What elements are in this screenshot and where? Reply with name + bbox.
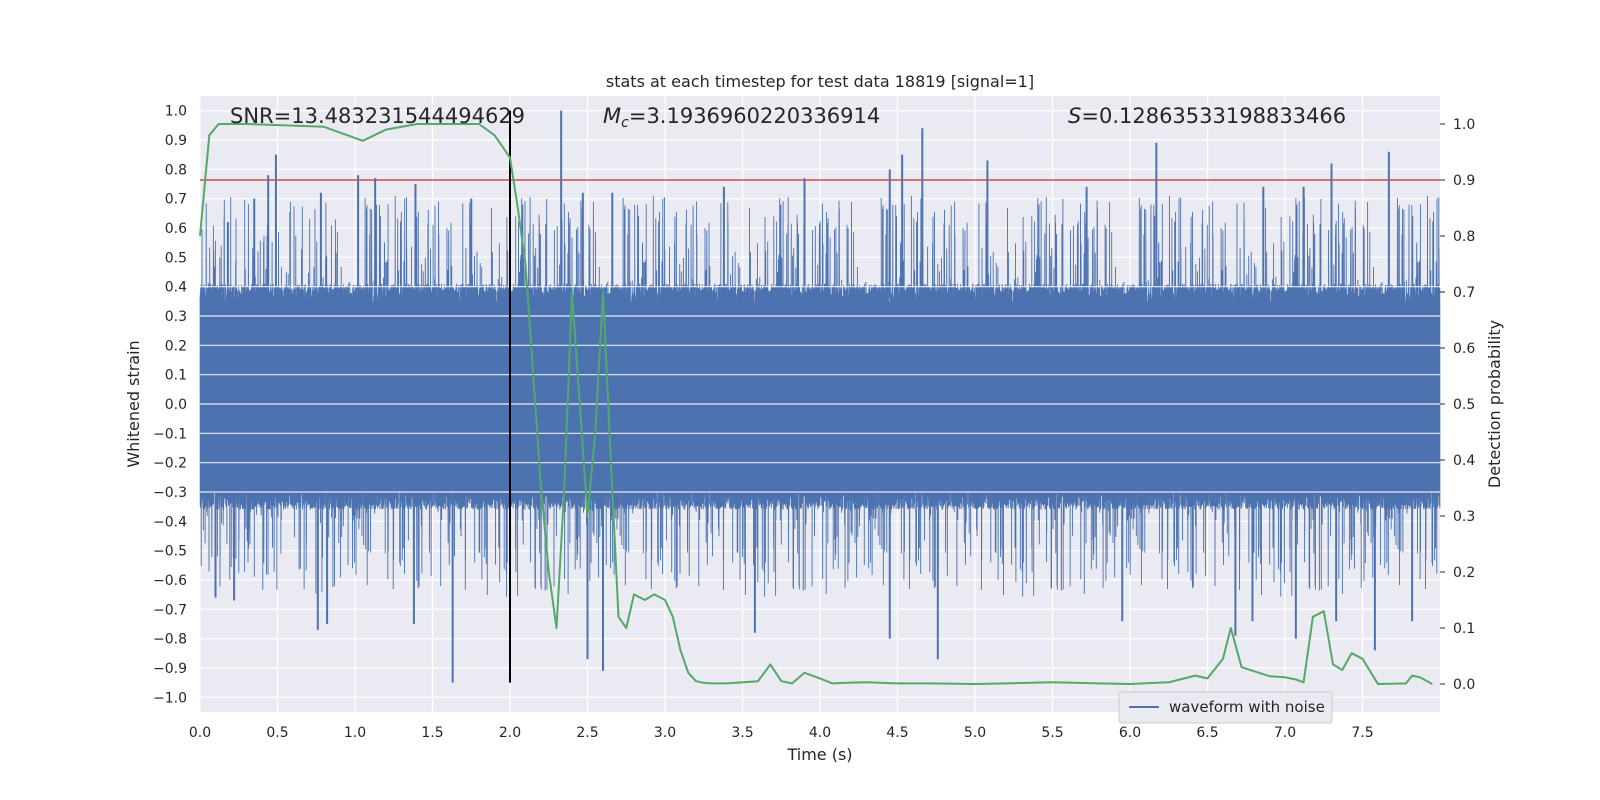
x-tick-label: 5.5	[1041, 725, 1063, 741]
y-tick-label: 1.0	[165, 104, 187, 120]
y2-tick-label: 0.1	[1453, 621, 1475, 637]
y-tick-label: −0.8	[153, 632, 187, 648]
x-tick-label: 7.0	[1274, 725, 1296, 741]
y-tick-label: 0.2	[165, 338, 187, 354]
y-tick-label: 0.3	[165, 309, 187, 325]
detection-probability-series	[199, 123, 1433, 685]
tick-labels: 0.0 0.5 1.0 1.5 2.0 2.5 3.0 3.5 4.0 4.5 5.0 5.5 6.0 6…	[153, 104, 1475, 741]
y-tick-label: −0.4	[153, 514, 187, 530]
legend-label-waveform: waveform with noise	[1169, 698, 1325, 716]
y-tick-label: 0.0	[165, 397, 187, 413]
y-tick-label: −0.1	[153, 426, 187, 442]
x-tick-label: 2.5	[576, 725, 598, 741]
y2-tick-label: 0.0	[1453, 677, 1475, 693]
x-tick-label: 7.5	[1351, 725, 1373, 741]
legend-box	[1118, 691, 1333, 724]
x-tick-label: 6.5	[1196, 725, 1218, 741]
y2-tick-label: 0.3	[1453, 509, 1475, 525]
y-tick-label: 0.5	[165, 250, 187, 266]
snr-annotation: SNR=13.483231544494629	[230, 104, 525, 128]
y-tick-label: 0.7	[165, 192, 187, 208]
y2-tick-label: 0.6	[1453, 341, 1475, 357]
detection-probability-line	[199, 123, 1433, 685]
waveform-series	[199, 110, 1441, 683]
s-annotation: S=0.12863533198833466	[1068, 104, 1346, 128]
x-tick-label: 6.0	[1119, 725, 1141, 741]
x-tick-label: 4.0	[809, 725, 831, 741]
x-tick-label: 3.0	[654, 725, 676, 741]
y-tick-label: −0.6	[153, 573, 187, 589]
y-tick-label: −0.2	[153, 456, 187, 472]
x-tick-label: 1.5	[421, 725, 443, 741]
legend: waveform with noise	[1118, 691, 1333, 724]
waveform-band	[200, 301, 1440, 492]
y2-tick-label: 0.9	[1453, 173, 1475, 189]
y-axis-label: Whitened strain	[124, 340, 143, 467]
y2-axis-label: Detection probability	[1485, 320, 1504, 488]
x-tick-label: 1.0	[344, 725, 366, 741]
y2-tick-label: 0.2	[1453, 565, 1475, 581]
x-tick-label: 4.5	[886, 725, 908, 741]
y2-tick-label: 0.4	[1453, 453, 1475, 469]
x-tick-label: 0.0	[189, 725, 211, 741]
y-tick-label: 0.8	[165, 162, 187, 178]
y2-tick-label: 0.8	[1453, 229, 1475, 245]
x-tick-label: 0.5	[266, 725, 288, 741]
y2-tick-label: 1.0	[1453, 117, 1475, 133]
chart-title: stats at each timestep for test data 188…	[606, 72, 1034, 91]
chirp-mass-annotation: Mc=3.1936960220336914	[603, 104, 880, 131]
y-tick-label: −0.3	[153, 485, 187, 501]
y2-tick-label: 0.7	[1453, 285, 1475, 301]
y-tick-label: 0.6	[165, 221, 187, 237]
y-tick-label: −0.7	[153, 602, 187, 618]
x-tick-label: 2.0	[499, 725, 521, 741]
x-tick-label: 5.0	[964, 725, 986, 741]
y-tick-label: −1.0	[153, 690, 187, 706]
y-tick-label: −0.9	[153, 661, 187, 677]
y-tick-label: 0.1	[165, 368, 187, 384]
y-tick-label: 0.4	[165, 280, 187, 296]
y-tick-label: 0.9	[165, 133, 187, 149]
x-tick-label: 3.5	[731, 725, 753, 741]
y-tick-label: −0.5	[153, 544, 187, 560]
y2-tick-label: 0.5	[1453, 397, 1475, 413]
x-axis-label: Time (s)	[786, 745, 852, 764]
